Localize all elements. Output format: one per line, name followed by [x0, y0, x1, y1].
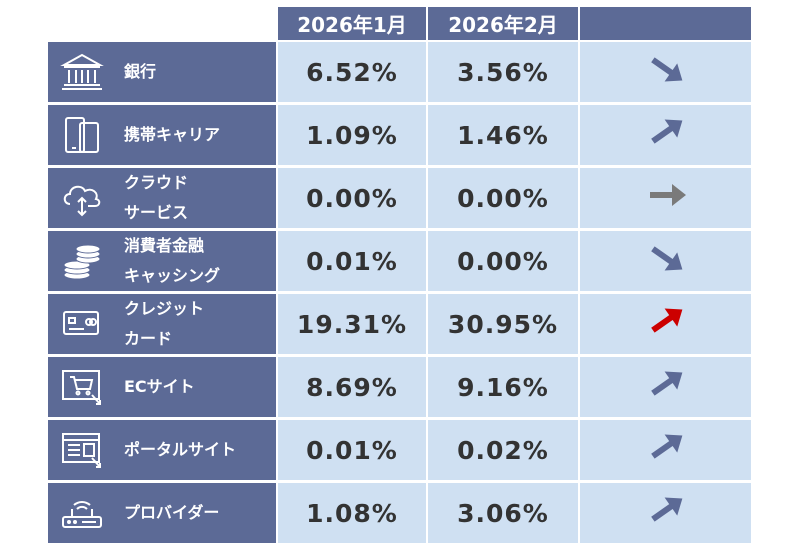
jan-value: 1.08% — [278, 483, 426, 543]
trend-up-arrow-icon — [644, 430, 688, 470]
category-label: ECサイト — [124, 357, 274, 417]
trend-cell — [580, 420, 751, 480]
table-row: 携帯キャリア 1.09% 1.46% — [48, 105, 751, 165]
bank-icon — [60, 52, 104, 92]
category-label-line: 消費者金融 — [124, 235, 205, 255]
router-icon — [60, 493, 104, 533]
trend-up-arrow-icon — [644, 115, 688, 155]
trend-flat-arrow-icon — [644, 178, 688, 218]
category-label: 銀行 — [124, 42, 274, 102]
category-label-line: クラウド — [124, 172, 189, 192]
feb-value: 0.00% — [428, 168, 578, 228]
table-row: ポータルサイト 0.01% 0.02% — [48, 420, 751, 480]
category-cell: ECサイト — [48, 357, 276, 417]
table-row: クレジット カード 19.31% 30.95% — [48, 294, 751, 354]
category-cell: 携帯キャリア — [48, 105, 276, 165]
trend-cell — [580, 168, 751, 228]
trend-cell — [580, 483, 751, 543]
category-label-line: クレジット — [124, 298, 205, 318]
category-label-line: サービス — [124, 202, 189, 222]
feb-value: 3.56% — [428, 42, 578, 102]
jan-value: 6.52% — [278, 42, 426, 102]
category-label-line: 携帯キャリア — [124, 124, 221, 144]
header-jan: 2026年1月 — [278, 7, 426, 40]
jan-value: 19.31% — [278, 294, 426, 354]
jan-value: 0.00% — [278, 168, 426, 228]
category-label-line: キャッシング — [124, 265, 221, 285]
table-row: 消費者金融 キャッシング 0.01% 0.00% — [48, 231, 751, 291]
feb-value: 9.16% — [428, 357, 578, 417]
coins-icon — [60, 241, 104, 281]
credit-card-icon — [60, 304, 104, 344]
portal-browser-icon — [60, 430, 104, 470]
table-row: 銀行 6.52% 3.56% — [48, 42, 751, 102]
category-label: クレジット カード — [124, 294, 274, 354]
trend-up-arrow-icon — [644, 493, 688, 533]
category-label: 携帯キャリア — [124, 105, 274, 165]
category-label: プロバイダー — [124, 483, 274, 543]
feb-value: 0.00% — [428, 231, 578, 291]
category-label-line: カード — [124, 328, 173, 348]
category-label: 消費者金融キャッシング — [124, 231, 274, 291]
feb-value: 1.46% — [428, 105, 578, 165]
header-feb: 2026年2月 — [428, 7, 578, 40]
trend-cell — [580, 42, 751, 102]
trend-up-arrow-icon — [644, 304, 688, 344]
feb-value: 3.06% — [428, 483, 578, 543]
feb-value: 0.02% — [428, 420, 578, 480]
category-label: クラウド サービス — [124, 168, 274, 228]
header-trend — [580, 7, 751, 40]
trend-cell — [580, 105, 751, 165]
category-label: ポータルサイト — [124, 420, 274, 480]
trend-cell — [580, 294, 751, 354]
mobile-devices-icon — [60, 115, 104, 155]
category-cell: 銀行 — [48, 42, 276, 102]
table-row: ECサイト 8.69% 9.16% — [48, 357, 751, 417]
trend-down-arrow-icon — [644, 52, 688, 92]
table-row: プロバイダー 1.08% 3.06% — [48, 483, 751, 543]
category-cell: プロバイダー — [48, 483, 276, 543]
trend-cell — [580, 357, 751, 417]
trend-cell — [580, 231, 751, 291]
category-cell: クラウド サービス — [48, 168, 276, 228]
category-label-line: プロバイダー — [124, 502, 220, 522]
category-label-line: ECサイト — [124, 376, 195, 396]
category-cell: クレジット カード — [48, 294, 276, 354]
jan-value: 1.09% — [278, 105, 426, 165]
jan-value: 8.69% — [278, 357, 426, 417]
jan-value: 0.01% — [278, 231, 426, 291]
shopping-cart-icon — [60, 367, 104, 407]
category-cell: ポータルサイト — [48, 420, 276, 480]
cloud-icon — [60, 178, 104, 218]
category-label-line: ポータルサイト — [124, 439, 237, 459]
category-label-line: 銀行 — [124, 61, 157, 81]
table-row: クラウド サービス 0.00% 0.00% — [48, 168, 751, 228]
trend-up-arrow-icon — [644, 367, 688, 407]
feb-value: 30.95% — [428, 294, 578, 354]
category-cell: 消費者金融キャッシング — [48, 231, 276, 291]
trend-down-arrow-icon — [644, 241, 688, 281]
jan-value: 0.01% — [278, 420, 426, 480]
